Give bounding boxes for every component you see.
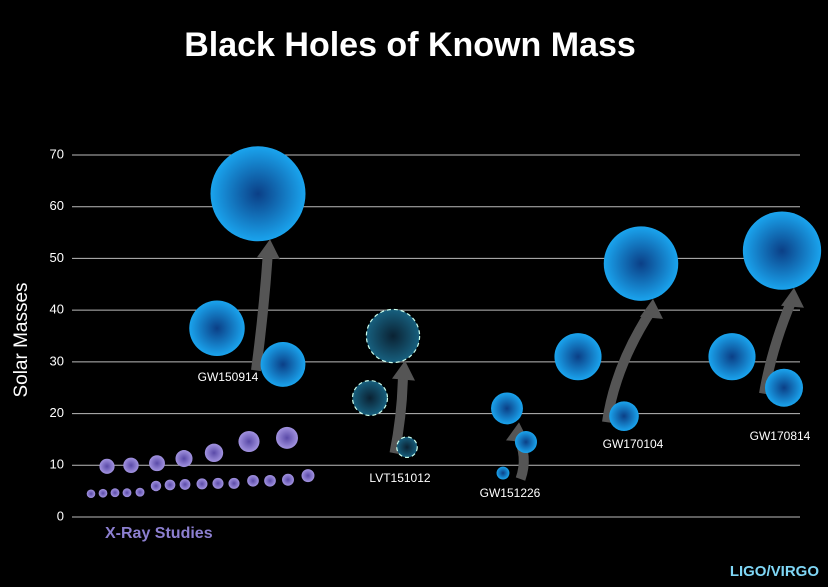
xray-black-hole — [264, 474, 276, 487]
merge-arrow — [389, 372, 408, 455]
y-axis-label: Solar Masses — [11, 282, 32, 397]
arrow-head — [781, 287, 804, 308]
xray-black-hole — [164, 479, 176, 491]
black-hole — [496, 466, 510, 480]
y-tick-label: 40 — [50, 302, 64, 317]
y-tick-label: 50 — [50, 250, 64, 265]
xray-black-hole — [135, 487, 145, 497]
xray-black-hole — [238, 430, 260, 453]
xray-black-hole — [276, 426, 298, 449]
event-label: GW151226 — [480, 486, 541, 500]
xray-black-hole — [122, 488, 132, 498]
xray-black-hole — [196, 478, 208, 490]
event-label: LVT151012 — [369, 471, 430, 485]
black-hole — [351, 379, 389, 417]
black-hole — [765, 368, 803, 407]
xray-black-hole — [179, 479, 191, 490]
black-hole — [554, 333, 602, 381]
black-hole — [396, 436, 418, 459]
xray-black-hole — [98, 488, 108, 498]
event-label: GW170104 — [603, 437, 664, 451]
black-hole — [603, 226, 679, 301]
black-hole — [742, 211, 822, 290]
y-tick-label: 0 — [57, 508, 64, 523]
event-label: GW170814 — [750, 429, 811, 443]
black-hole — [210, 146, 306, 242]
black-hole — [609, 401, 639, 431]
xray-black-hole — [282, 473, 294, 486]
xray-black-hole — [86, 489, 96, 499]
xray-black-hole — [149, 455, 165, 472]
credit: LIGO/VIRGO — [730, 563, 820, 580]
xray-label: X-Ray Studies — [105, 525, 213, 542]
xray-black-hole — [301, 469, 315, 483]
black-hole — [708, 333, 756, 381]
xray-black-hole — [247, 474, 259, 487]
y-tick-label: 70 — [50, 146, 64, 161]
black-hole — [189, 300, 245, 356]
xray-black-hole — [228, 477, 240, 489]
y-tick-label: 30 — [50, 353, 64, 368]
y-tick-label: 10 — [50, 457, 64, 472]
black-hole — [514, 430, 538, 454]
xray-black-hole — [204, 443, 224, 463]
arrow-head — [640, 298, 663, 319]
black-hole — [260, 342, 306, 387]
merge-arrow — [602, 308, 656, 423]
xray-black-hole — [110, 488, 120, 498]
arrow-head — [257, 239, 280, 260]
arrow-head — [392, 360, 415, 381]
y-tick-label: 60 — [50, 198, 64, 213]
xray-black-hole — [99, 458, 115, 474]
y-tick-label: 20 — [50, 405, 64, 420]
black-hole — [365, 308, 421, 364]
chart-title: Black Holes of Known Mass — [184, 26, 636, 64]
black-hole — [491, 392, 523, 425]
merge-arrow — [251, 250, 273, 372]
xray-black-hole — [150, 480, 162, 492]
event-label: GW150914 — [198, 370, 259, 384]
xray-black-hole — [123, 457, 139, 473]
xray-black-hole — [212, 477, 224, 489]
xray-black-hole — [175, 450, 193, 468]
